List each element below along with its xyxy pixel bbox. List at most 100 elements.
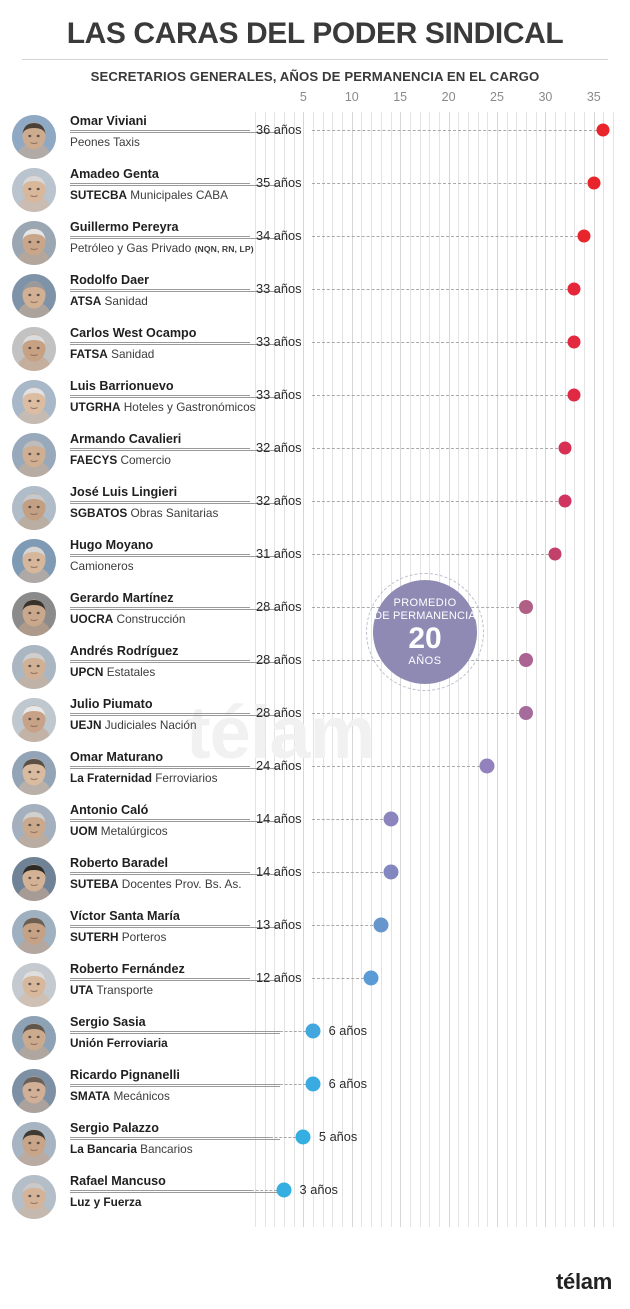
union-name: La Fraternidad Ferroviarios [70,771,218,786]
person-name: Omar Viviani [70,114,147,129]
value-label: 5 años [318,1129,358,1145]
person-name: Rafael Mancuso [70,1174,166,1189]
connector-dashed [312,713,520,715]
value-label: 12 años [256,970,302,986]
avatar [12,115,56,160]
connector-dashed [312,395,568,397]
name-underline [70,609,280,611]
data-point-dot [519,653,534,668]
value-label: 32 años [256,493,302,509]
data-point-dot [479,758,495,774]
connector-dashed [312,342,568,344]
value-label: 28 años [256,652,302,668]
avatar [12,168,56,213]
connector-solid [70,395,250,397]
person-name: Julio Piumato [70,697,153,712]
connector-dashed [269,1137,296,1139]
axis-tick-label: 20 [441,90,456,105]
person-name: Víctor Santa María [70,909,180,924]
data-point-dot [519,600,534,615]
connector-solid [70,1031,280,1033]
person-name: Rodolfo Daer [70,273,150,288]
row-labels: Rafael Mancuso Luz y Fuerza [70,1174,280,1209]
page-title: LAS CARAS DEL PODER SINDICAL [66,17,564,50]
name-underline [70,132,280,134]
union-name: SUTECBA Municipales CABA [70,188,229,203]
avatar [12,1069,56,1114]
value-label: 3 años [299,1182,338,1198]
data-point-dot [363,970,379,986]
avatar [12,857,56,902]
avatar [12,963,56,1008]
person-name: Sergio Sasia [70,1015,146,1030]
union-name: UOM Metalúrgicos [70,824,168,839]
row-labels: Andrés Rodríguez UPCN Estatales [70,644,280,679]
name-underline [70,980,280,982]
union-name: La Bancaria Bancarios [70,1142,193,1157]
name-underline [70,927,280,929]
avatar [12,380,56,425]
axis-tick-label: 10 [344,90,359,105]
row-labels: Ricardo Pignanelli SMATA Mecánicos [70,1068,280,1103]
connector-solid [70,872,250,874]
data-point-dot [276,1182,292,1198]
value-label: 32 años [256,440,302,456]
data-point-dot [305,1023,321,1039]
telam-logo: télam [556,1269,612,1294]
value-label: 31 años [256,546,302,562]
value-label: 33 años [256,281,302,297]
chart-row: Antonio Caló UOM Metalúrgicos 14 años [0,801,630,854]
row-labels: José Luis Lingieri SGBATOS Obras Sanitari… [70,485,280,520]
avatar [12,1122,56,1167]
union-name: Petróleo y Gas Privado (NQN, RN, LP) [70,241,254,256]
data-point-dot [548,547,562,561]
avatar [12,1016,56,1061]
connector-dashed [279,1084,306,1086]
data-point-dot [558,494,572,508]
data-point-dot [577,229,591,243]
row-labels: Carlos West Ocampo FATSA Sanidad [70,326,280,361]
connector-solid [70,1084,280,1086]
connector-dashed [312,925,374,927]
chart-row: Omar Viviani Peones Taxis 36 años [0,112,630,165]
chart-row: Guillermo Pereyra Petróleo y Gas Privado … [0,218,630,271]
connector-dashed [312,236,578,238]
connector-dashed [312,448,559,450]
data-point-dot [596,123,610,137]
average-badge-line2: DE PERMANENCIA [374,609,476,622]
connector-dashed [250,1190,277,1192]
person-name: Amadeo Genta [70,167,159,182]
connector-solid [70,766,250,768]
avatar [12,486,56,531]
union-name: SUTEBA Docentes Prov. Bs. As. [70,877,242,892]
connector-solid [70,448,250,450]
chart-row: Sergio Palazzo La Bancaria Bancarios 5 año… [0,1119,630,1172]
value-label: 34 años [256,228,302,244]
row-labels: Rodolfo Daer ATSA Sanidad [70,273,280,308]
data-point-dot [305,1076,321,1092]
value-label: 6 años [328,1076,368,1092]
data-point-dot [295,1129,311,1145]
row-labels: Hugo Moyano Camioneros [70,538,280,573]
person-name: Roberto Fernández [70,962,185,977]
chart-row: Roberto Fernández UTA Transporte 12 años [0,960,630,1013]
data-point-dot [373,917,389,933]
name-underline [70,503,280,505]
data-point-dot [567,388,581,402]
union-name: SUTERH Porteros [70,930,167,945]
value-label: 14 años [256,864,302,880]
connector-solid [70,1137,270,1139]
data-point-dot [383,864,399,880]
connector-dashed [312,183,588,185]
chart-row: Víctor Santa María SUTERH Porteros 13 años [0,907,630,960]
row-labels: Amadeo Genta SUTECBA Municipales CABA [70,167,280,202]
union-name: UTGRHA Hoteles y Gastronómicos [70,400,256,415]
axis-tick-label: 25 [490,90,504,105]
chart-row: Luis Barrionuevo UTGRHA Hoteles y Gastron… [0,377,630,430]
name-underline [70,1192,280,1194]
avatar [12,698,56,743]
connector-solid [70,183,250,185]
connector-solid [70,660,250,662]
person-name: Hugo Moyano [70,538,154,553]
connector-solid [70,978,250,980]
